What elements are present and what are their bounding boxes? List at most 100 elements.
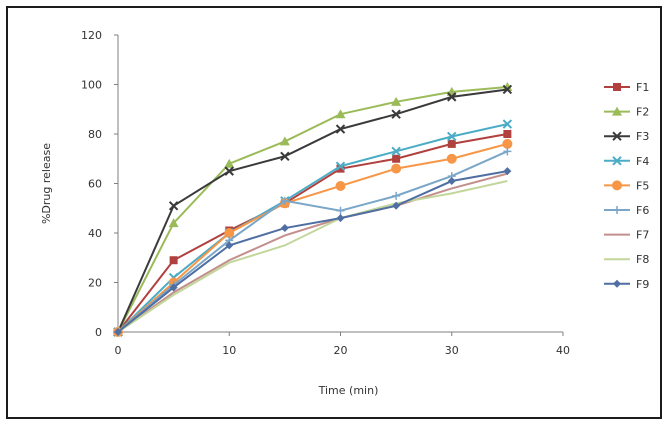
data-point-f9 <box>169 283 178 292</box>
data-point-f6 <box>280 196 289 205</box>
legend-marker <box>613 279 621 288</box>
series-line-f7 <box>117 172 508 333</box>
series-line-f4 <box>117 123 508 333</box>
data-point-f6 <box>503 147 512 156</box>
x-axis: 0 10 20 30 40 <box>115 331 570 357</box>
data-point-f9 <box>392 201 401 210</box>
series-f6 <box>114 147 512 336</box>
legend-marker <box>612 106 622 116</box>
data-point-f9 <box>503 167 512 176</box>
data-point-f3 <box>168 201 179 211</box>
data-point-f6 <box>392 191 401 200</box>
series-line-f2 <box>117 85 508 333</box>
data-point-f3 <box>224 166 234 176</box>
data-point-f5 <box>224 228 235 238</box>
data-point-f1 <box>503 130 512 138</box>
series-f9 <box>114 167 512 336</box>
data-point-f5 <box>446 153 457 164</box>
data-point-f5 <box>335 180 346 191</box>
series-f7 <box>117 172 508 333</box>
legend-marker <box>612 156 622 166</box>
data-point-f4 <box>502 119 513 129</box>
legend-item-f7: F7 <box>604 229 649 242</box>
chart-frame <box>6 6 662 419</box>
legend-label: F7 <box>636 229 649 242</box>
legend-item-f2: F2 <box>604 106 649 119</box>
data-point-f2 <box>335 109 346 119</box>
series-line-f5 <box>117 142 508 333</box>
data-point-f2 <box>224 158 235 168</box>
legend-label: F4 <box>636 155 649 168</box>
x-tick-label: 10 <box>222 344 236 357</box>
y-tick-label: 20 <box>88 277 102 290</box>
legend-item-f6: F6 <box>604 204 649 217</box>
legend: F1 F2 F3 F4 F5 F6 F7 F8 F9 <box>604 81 649 291</box>
y-tick-label: 0 <box>95 326 102 339</box>
y-tick-label: 80 <box>88 128 102 141</box>
legend-label: F8 <box>636 253 649 266</box>
data-point-f2 <box>391 96 402 106</box>
data-point-f9 <box>336 214 345 223</box>
legend-item-f4: F4 <box>604 155 649 168</box>
series-line-f6 <box>117 150 508 333</box>
series-f8 <box>117 180 508 333</box>
data-point-f3 <box>447 92 457 102</box>
legend-item-f5: F5 <box>604 179 649 192</box>
data-point-f3 <box>335 124 346 134</box>
data-point-f1 <box>169 256 178 265</box>
x-tick-label: 20 <box>334 344 348 357</box>
data-point-f5 <box>391 163 402 174</box>
legend-marker <box>612 131 622 141</box>
y-tick-label: 60 <box>88 178 102 191</box>
data-point-f9 <box>114 328 122 336</box>
y-tick-label: 120 <box>81 29 102 42</box>
legend-marker <box>613 206 621 214</box>
x-tick-label: 0 <box>115 344 122 357</box>
series-layer <box>113 81 513 337</box>
data-point-f1 <box>447 139 456 148</box>
data-point-f3 <box>391 109 401 119</box>
data-point-f4 <box>335 161 346 171</box>
data-point-f1 <box>336 164 345 173</box>
data-point-f2 <box>502 81 513 91</box>
series-line-f8 <box>117 180 508 333</box>
data-point-f4 <box>391 146 401 157</box>
x-tick-label: 40 <box>556 344 570 357</box>
data-point-f9 <box>447 177 456 186</box>
legend-marker <box>612 180 622 191</box>
series-line-f3 <box>117 88 508 333</box>
y-axis-title: %Drug release <box>40 143 53 224</box>
x-axis-title: Time (min) <box>318 384 379 397</box>
data-point-f3 <box>280 151 290 161</box>
data-point-f6 <box>336 206 345 215</box>
legend-label: F3 <box>636 130 649 143</box>
y-tick-label: 40 <box>88 227 102 240</box>
data-point-f1 <box>392 154 401 163</box>
series-f5 <box>113 138 513 337</box>
data-point-f4 <box>447 131 457 142</box>
y-axis: 0 20 40 60 80 100 120 <box>81 29 119 339</box>
legend-item-f9: F9 <box>604 278 649 291</box>
data-point-f2 <box>168 218 179 228</box>
series-f4 <box>113 119 513 337</box>
legend-label: F5 <box>636 179 649 192</box>
data-point-f3 <box>502 84 513 95</box>
y-tick-label: 100 <box>81 79 102 92</box>
legend-label: F2 <box>636 106 649 119</box>
legend-label: F1 <box>636 81 649 94</box>
legend-marker <box>613 83 621 91</box>
data-point-f9 <box>225 241 234 250</box>
legend-label: F9 <box>636 278 649 291</box>
data-point-f2 <box>279 136 290 146</box>
x-tick-label: 30 <box>445 344 459 357</box>
series-line-f9 <box>117 170 508 333</box>
series-line-f1 <box>117 133 508 333</box>
legend-item-f1: F1 <box>604 81 649 94</box>
series-f3 <box>113 84 513 337</box>
data-point-f5 <box>502 138 513 149</box>
legend-label: F6 <box>636 204 649 217</box>
legend-item-f3: F3 <box>604 130 649 143</box>
legend-item-f8: F8 <box>604 253 649 266</box>
data-point-f9 <box>280 224 289 233</box>
